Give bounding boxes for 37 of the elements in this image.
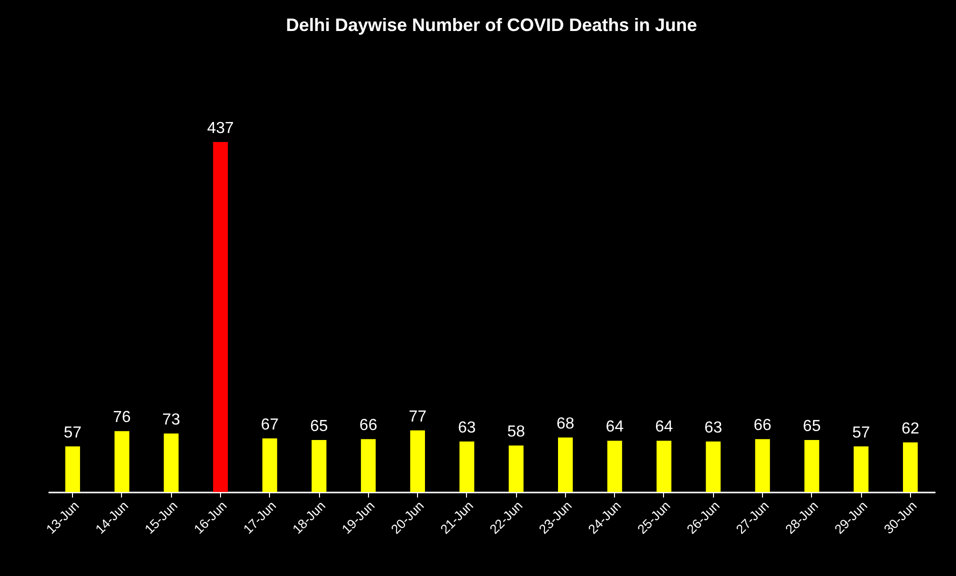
data-label: 68 xyxy=(556,416,574,433)
bar xyxy=(706,442,721,492)
data-label: 63 xyxy=(458,420,476,437)
data-label: 67 xyxy=(260,416,279,434)
bar xyxy=(854,446,868,492)
data-label: 64 xyxy=(655,418,673,436)
data-label: 73 xyxy=(162,412,180,429)
data-label: 63 xyxy=(704,420,722,437)
data-label: 65 xyxy=(310,418,328,435)
bar xyxy=(558,438,573,492)
data-label: 58 xyxy=(507,424,526,441)
data-label: 77 xyxy=(408,408,427,426)
data-label: 66 xyxy=(754,417,772,434)
bar xyxy=(410,430,425,492)
bar xyxy=(360,439,376,492)
data-label: 64 xyxy=(606,418,624,436)
data-label: 66 xyxy=(359,417,378,434)
bar xyxy=(65,446,80,492)
data-label: 65 xyxy=(802,418,821,435)
bar xyxy=(656,440,672,492)
bar xyxy=(459,442,474,492)
bar xyxy=(312,440,326,492)
data-label: 437 xyxy=(207,120,234,137)
bar xyxy=(262,438,278,492)
chart-title: Delhi Daywise Number of COVID Deaths in June xyxy=(286,15,698,35)
data-label: 57 xyxy=(64,424,82,442)
bar xyxy=(213,142,228,492)
data-label: 62 xyxy=(901,420,920,438)
bar xyxy=(607,440,622,492)
data-label: 76 xyxy=(113,409,131,426)
bar xyxy=(508,446,524,492)
bar xyxy=(902,442,918,492)
bar xyxy=(164,434,179,492)
bar xyxy=(804,440,820,492)
bar xyxy=(755,439,770,492)
bar xyxy=(114,431,130,492)
data-label: 57 xyxy=(852,424,870,442)
